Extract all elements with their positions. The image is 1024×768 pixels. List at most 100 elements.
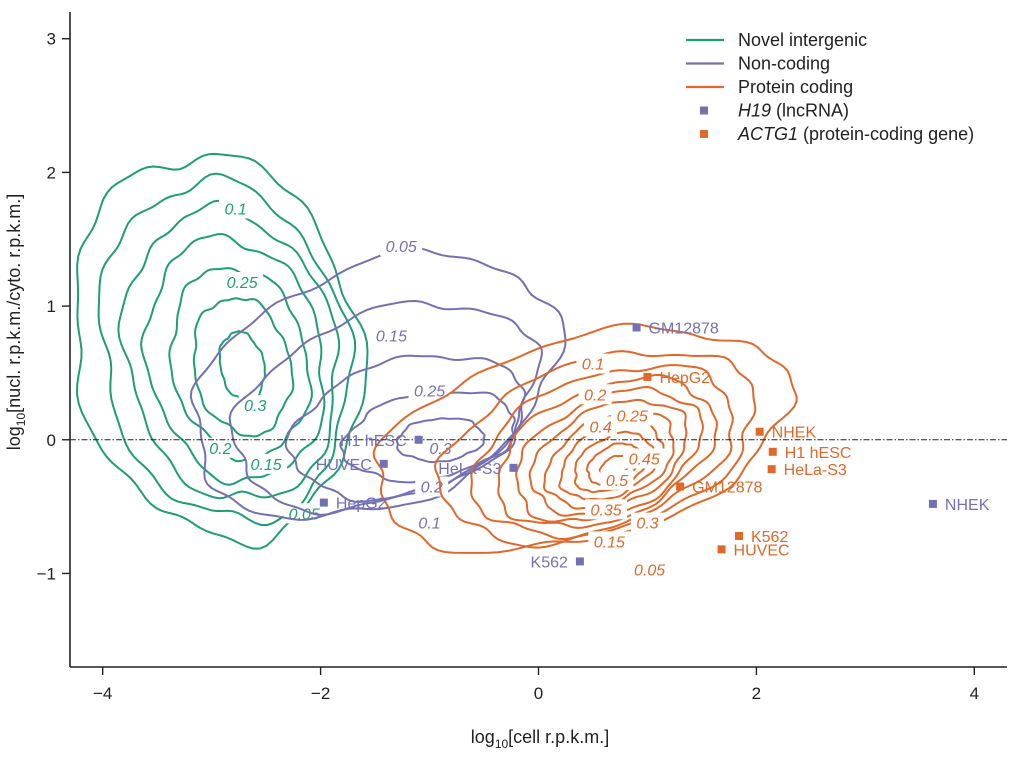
- contour-level-label: 0.1: [582, 357, 604, 374]
- series-protein-coding: 0.1 0.2 0.25 0.4 0.450.5 0.35 0.3 0.15 0.05: [372, 322, 798, 580]
- legend-entry-text: (lncRNA): [771, 101, 849, 121]
- x-tick-label: −2: [311, 684, 330, 703]
- contour-label-bg: [413, 512, 447, 533]
- h19-point: [928, 499, 937, 508]
- actg1-point: [676, 482, 685, 491]
- contour-level-label: 0.35: [590, 502, 621, 519]
- series-non-coding: 0.05 0.15 0.25 0.3 0.2 0.1: [189, 235, 567, 533]
- actg1-point: [767, 465, 776, 474]
- y-tick-label: 2: [47, 163, 56, 182]
- actg1-point: [717, 545, 726, 554]
- non-coding-contour: [284, 354, 527, 503]
- y-tick-label: −1: [37, 564, 56, 583]
- point-label: NHEK: [772, 425, 817, 442]
- legend-entry-text: Non-coding: [738, 54, 830, 74]
- legend-entry-label: Non-coding: [738, 54, 830, 74]
- point-label: GM12878: [692, 480, 762, 497]
- h19-point: [632, 323, 641, 332]
- legend-entry-text: Novel intergenic: [738, 30, 867, 50]
- point-label: HUVEC: [734, 542, 790, 559]
- contour-label-bg: [423, 437, 457, 458]
- point-layer: GM12878 H1 hESC HUVEC HeLa-S3 HepG2 K562 NHEK H…: [316, 320, 990, 571]
- point-label: HUVEC: [316, 457, 372, 474]
- contour-label-bg: [585, 499, 628, 520]
- point-label: H1 hESC: [785, 445, 852, 462]
- h19-point: [319, 498, 328, 507]
- protein-coding-contour: [574, 430, 655, 494]
- contour-level-label: 0.15: [251, 457, 282, 474]
- actg1-point: [643, 372, 652, 381]
- x-tick-label: 4: [970, 684, 979, 703]
- contour-label-bg: [380, 235, 423, 256]
- series-novel-intergenic: 0.10.250.30.20.150.05: [76, 152, 369, 550]
- legend-entry-label: H19 (lncRNA): [738, 101, 849, 121]
- point-label: GM12878: [649, 320, 719, 337]
- x-tick-label: 0: [534, 684, 543, 703]
- legend-marker-swatch: [700, 106, 708, 115]
- legend-entry-label: ACTG1 (protein-coding gene): [737, 124, 974, 144]
- protein-coding-contour: [434, 350, 757, 549]
- contour-level-label: 0.45: [629, 451, 660, 468]
- contour-label-bg: [578, 384, 612, 405]
- y-tick-label: 3: [47, 30, 56, 49]
- point-label: HepG2: [336, 496, 387, 513]
- contour-label-bg: [630, 512, 664, 533]
- contour-label-bg: [628, 559, 671, 580]
- non-coding-contour: [339, 391, 516, 484]
- tick-layer: −4 −2 0 2 4 −1 0 1 2 3: [37, 30, 979, 703]
- contour-label-bg: [600, 469, 634, 490]
- actg1-point: [734, 532, 743, 540]
- legend: Novel intergenic Non-coding Protein coding…: [686, 30, 974, 144]
- legend-marker-swatch: [700, 130, 708, 138]
- contour-level-label: 0.2: [584, 387, 606, 404]
- point-label: HepG2: [659, 370, 710, 387]
- contour-level-label: 0.4: [589, 419, 611, 436]
- contour-level-label: 0.3: [636, 516, 658, 533]
- protein-coding-contour: [470, 364, 734, 541]
- point-label: HeLa-S3: [784, 462, 847, 479]
- contour-label-bg: [584, 416, 618, 437]
- point-label: HeLa-S3: [438, 461, 501, 478]
- contour-level-label: 0.25: [414, 383, 445, 400]
- actg1-point: [768, 447, 777, 456]
- legend-entry-text: Protein coding: [738, 77, 853, 97]
- y-tick-label: 1: [47, 297, 56, 316]
- point-label: K562: [751, 529, 788, 546]
- contour-level-label: 0.1: [224, 202, 246, 219]
- legend-gene-name: H19: [738, 101, 771, 121]
- h19-point: [414, 435, 423, 444]
- legend-entry-text: (protein-coding gene): [798, 124, 974, 144]
- h19-point: [509, 463, 518, 472]
- contour-level-label: 0.1: [418, 516, 440, 533]
- contour-label-bg: [588, 531, 631, 552]
- h19-point: [575, 557, 584, 566]
- x-tick-label: −4: [93, 684, 112, 703]
- point-label: NHEK: [945, 497, 990, 514]
- novel-intergenic-contour: [140, 233, 326, 486]
- contour-label-bg: [408, 380, 451, 401]
- novel-intergenic-contour: [117, 199, 341, 500]
- contour-level-label: 0.15: [594, 534, 625, 551]
- contour-level-label: 0.3: [244, 398, 266, 415]
- legend-gene-name: ACTG1: [737, 124, 798, 144]
- contour-label-bg: [245, 453, 288, 474]
- novel-intergenic-contour: [76, 152, 369, 550]
- protein-coding-contour: [528, 398, 688, 517]
- h19-point: [379, 459, 388, 468]
- contour-label-bg: [238, 395, 272, 415]
- y-axis-title: log10[nucl. r.p.k.m./cyto. r.p.k.m.]: [4, 194, 28, 450]
- x-axis-title: log10[cell r.p.k.m.]: [471, 727, 609, 751]
- contour-label-bg: [219, 198, 253, 219]
- novel-intergenic-contour: [192, 297, 295, 438]
- contour-level-label: 0.05: [634, 562, 665, 579]
- y-tick-label: 0: [47, 431, 56, 450]
- contour-label-bg: [370, 325, 413, 346]
- non-coding-contour: [395, 417, 486, 463]
- protein-coding-contour: [372, 322, 798, 554]
- contour-layer: 0.10.250.30.20.150.05 0.05 0.15 0.25 0.3 0.2 0…: [76, 152, 798, 580]
- contour-label-bg: [611, 405, 654, 426]
- non-coding-contour: [189, 246, 567, 521]
- contour-label-bg: [203, 437, 237, 458]
- legend-entry-label: Novel intergenic: [738, 30, 867, 50]
